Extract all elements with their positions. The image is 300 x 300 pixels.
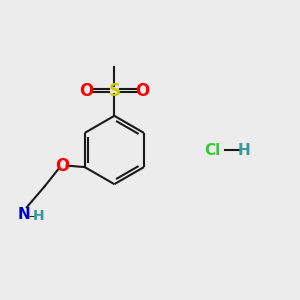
Text: –: – bbox=[28, 210, 34, 223]
Text: O: O bbox=[135, 82, 150, 100]
Text: N: N bbox=[17, 207, 30, 222]
Text: O: O bbox=[55, 157, 70, 175]
Text: S: S bbox=[108, 82, 120, 100]
Text: O: O bbox=[79, 82, 93, 100]
Text: H: H bbox=[32, 209, 44, 223]
Text: Cl: Cl bbox=[204, 142, 220, 158]
Text: H: H bbox=[237, 142, 250, 158]
